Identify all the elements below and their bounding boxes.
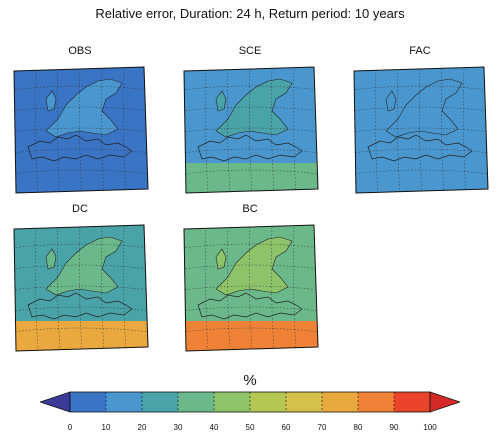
graticule-parallel: [184, 148, 318, 154]
map-frame: [13, 66, 149, 194]
colorbar-tick-label: 40: [209, 423, 219, 432]
map-obs: [13, 66, 149, 194]
panel-bc: BC: [176, 203, 324, 353]
colorbar-segment: [214, 392, 250, 412]
panel-obs: OBS: [6, 45, 154, 195]
colorbar-segment: [178, 392, 214, 412]
land-europe: [45, 236, 123, 296]
colorbar-tick-label: 90: [389, 423, 399, 432]
colorbar-segment: [106, 392, 142, 412]
graticule-parallel: [184, 285, 318, 291]
colorbar-segment: [322, 392, 358, 412]
map-frame: [353, 66, 489, 194]
graticule-parallel: [14, 327, 148, 333]
map-frame: [183, 66, 319, 194]
colorbar-tick-label: 100: [423, 423, 437, 432]
graticule-parallel: [14, 285, 148, 291]
land-europe: [45, 78, 123, 138]
graticule-parallel: [14, 169, 148, 175]
panel-title: SCE: [238, 45, 262, 57]
graticule-parallel: [354, 106, 488, 112]
mediterranean-coast: [197, 134, 303, 162]
map-field-south: [184, 163, 318, 193]
map-sce: [183, 66, 319, 194]
map-fac: [353, 66, 489, 194]
graticule-parallel: [14, 264, 148, 270]
mediterranean-coast: [197, 292, 303, 320]
graticule-parallel: [354, 169, 488, 175]
map-field-south: [14, 163, 148, 193]
graticule-parallel: [14, 106, 148, 112]
map-field-south: [184, 321, 318, 351]
land-uk: [215, 90, 227, 112]
colorbar-tick-label: 20: [137, 423, 147, 432]
colorbar-segment: [70, 392, 106, 412]
panel-fac: FAC: [346, 45, 494, 195]
map-field-south: [14, 321, 148, 351]
colorbar-segment: [286, 392, 322, 412]
colorbar-tick-label: 0: [67, 423, 73, 432]
graticule-parallel: [14, 306, 148, 312]
colorbar: [40, 391, 460, 413]
colorbar-segment: [250, 392, 286, 412]
colorbar-tick-label: 80: [353, 423, 363, 432]
graticule-parallel: [354, 127, 488, 133]
graticule-parallel: [184, 85, 318, 91]
graticule-parallel: [184, 106, 318, 112]
land-uk: [45, 248, 57, 270]
colorbar-segment: [358, 392, 394, 412]
land-uk: [385, 90, 397, 112]
graticule-parallel: [184, 327, 318, 333]
panel-title: FAC: [409, 45, 431, 57]
colorbar-over-arrow: [429, 391, 460, 413]
map-field-south: [354, 163, 488, 193]
panel-title: BC: [242, 203, 258, 215]
graticule-parallel: [184, 306, 318, 312]
land-europe: [215, 236, 293, 296]
panel-title: OBS: [68, 45, 92, 57]
colorbar-tick-label: 50: [245, 423, 255, 432]
colorbar-tick-label: 30: [173, 423, 183, 432]
colorbar-segment: [394, 392, 430, 412]
graticule-parallel: [14, 243, 148, 249]
colorbar-tick-label: 60: [281, 423, 291, 432]
colorbar-tick-label: 70: [317, 423, 327, 432]
graticule-parallel: [184, 264, 318, 270]
land-europe: [215, 78, 293, 138]
colorbar-unit: %: [243, 372, 257, 389]
map-dc: [13, 224, 149, 352]
colorbar-under-arrow: [40, 391, 71, 413]
graticule-parallel: [14, 127, 148, 133]
land-uk: [215, 248, 227, 270]
figure-title: Relative error, Duration: 24 h, Return p…: [95, 6, 405, 21]
map-frame: [13, 224, 149, 352]
land-europe: [385, 78, 463, 138]
colorbar-tick-label: 10: [101, 423, 111, 432]
graticule-parallel: [14, 85, 148, 91]
graticule-parallel: [354, 85, 488, 91]
colorbar-segment: [142, 392, 178, 412]
panel-sce: SCE: [176, 45, 324, 195]
mediterranean-coast: [27, 292, 133, 320]
map-frame: [183, 224, 319, 352]
mediterranean-coast: [27, 134, 133, 162]
graticule-parallel: [184, 169, 318, 175]
mediterranean-coast: [367, 134, 473, 162]
panel-title: DC: [72, 203, 88, 215]
map-bc: [183, 224, 319, 352]
graticule-parallel: [14, 148, 148, 154]
graticule-parallel: [184, 243, 318, 249]
graticule-parallel: [354, 148, 488, 154]
graticule-parallel: [184, 127, 318, 133]
land-uk: [45, 90, 57, 112]
panel-dc: DC: [6, 203, 154, 353]
